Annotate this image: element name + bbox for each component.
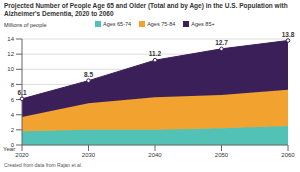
svg-text:8: 8 bbox=[11, 82, 15, 88]
svg-text:2060: 2060 bbox=[281, 152, 295, 158]
svg-text:2040: 2040 bbox=[148, 152, 162, 158]
svg-text:14: 14 bbox=[7, 36, 14, 42]
svg-text:11.2: 11.2 bbox=[149, 50, 162, 57]
svg-text:4: 4 bbox=[11, 112, 15, 118]
svg-text:2030: 2030 bbox=[82, 152, 96, 158]
svg-text:6.1: 6.1 bbox=[17, 89, 26, 96]
svg-text:2020: 2020 bbox=[15, 152, 29, 158]
svg-text:12: 12 bbox=[7, 51, 14, 57]
svg-text:2050: 2050 bbox=[215, 152, 229, 158]
svg-text:13.8: 13.8 bbox=[282, 31, 295, 38]
svg-text:8.5: 8.5 bbox=[84, 71, 93, 78]
svg-text:6: 6 bbox=[11, 97, 15, 103]
svg-text:10: 10 bbox=[7, 66, 14, 72]
svg-text:2: 2 bbox=[11, 127, 15, 133]
svg-text:12.7: 12.7 bbox=[215, 39, 228, 46]
